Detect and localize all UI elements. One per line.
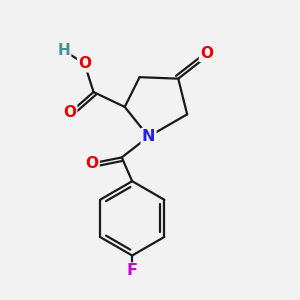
Text: O: O	[63, 105, 76, 120]
Text: O: O	[200, 46, 213, 61]
Text: H: H	[57, 43, 70, 58]
Text: F: F	[127, 263, 138, 278]
Text: O: O	[78, 56, 91, 71]
Text: O: O	[85, 156, 98, 171]
Text: N: N	[142, 129, 155, 144]
